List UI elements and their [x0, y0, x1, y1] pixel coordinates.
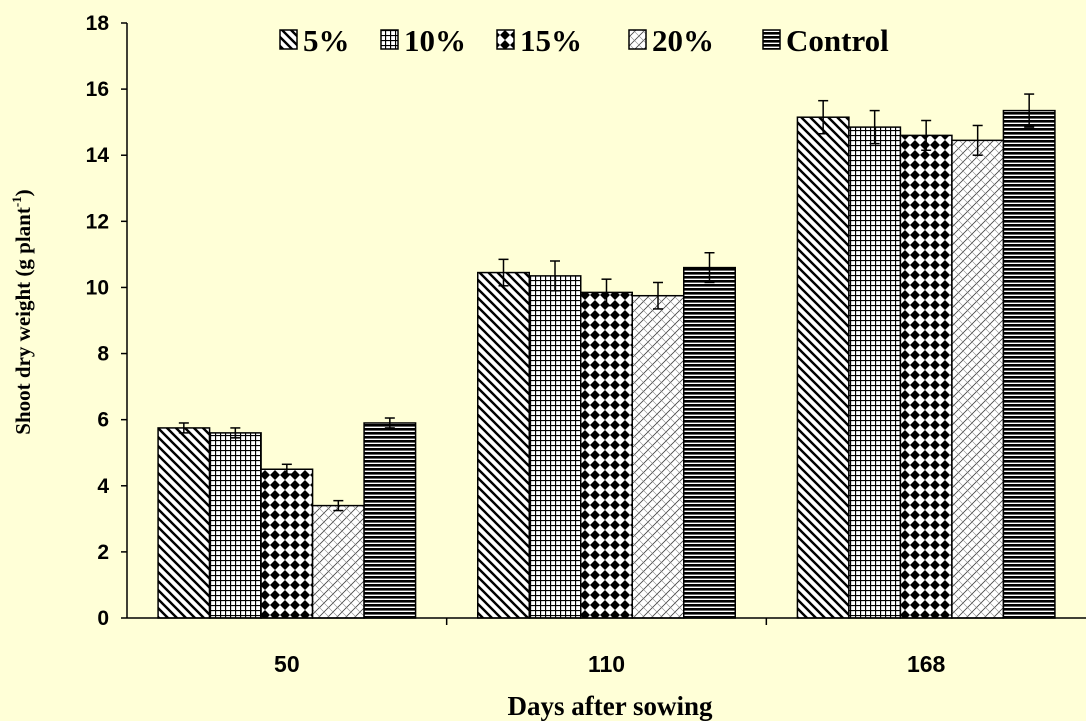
bar-20pct-50: [311, 504, 365, 619]
y-tick-label: 0: [97, 607, 109, 630]
legend-swatch-15pct: [496, 29, 515, 50]
x-axis-title: Days after sowing: [508, 691, 713, 721]
x-category-label: 110: [588, 651, 625, 677]
bar-20pct-168: [951, 139, 1005, 619]
y-tick-label: 10: [86, 276, 109, 299]
bar-10pct-168: [848, 126, 902, 619]
x-axis: 50 110 168: [127, 617, 1086, 677]
bar-15pct-168: [899, 134, 953, 619]
bar-10pct-110: [528, 275, 582, 619]
y-tick-label: 2: [97, 541, 109, 564]
bar-15pct-110: [580, 291, 633, 619]
bar-5pct-168: [796, 116, 850, 619]
bar-20pct-110: [631, 294, 685, 619]
legend-swatch-control: [762, 29, 781, 50]
legend: 5% 10% 15% 20% Control: [279, 23, 889, 58]
bar-5pct-50: [157, 427, 211, 619]
legend-label: 10%: [404, 23, 466, 58]
y-axis-title: Shoot dry weight (g plant-1): [9, 189, 35, 434]
bar-control-168: [1002, 109, 1056, 619]
y-tick-label: 14: [86, 144, 110, 167]
y-axis: 0 2 4 6 8 10 12 14 16 18: [86, 12, 128, 630]
x-category-label: 50: [274, 651, 300, 677]
legend-swatch-10pct: [380, 29, 399, 50]
legend-label: 20%: [652, 23, 714, 58]
legend-swatch-5pct: [279, 29, 298, 50]
bar-control-50: [363, 422, 417, 619]
y-axis-title-main: Shoot dry weight (g plant: [11, 207, 35, 435]
y-tick-label: 18: [86, 12, 110, 35]
legend-label: 15%: [520, 23, 582, 58]
bar-5pct-110: [477, 271, 530, 619]
y-axis-title-close: ): [11, 189, 35, 196]
x-category-label: 168: [907, 651, 946, 677]
legend-label: 5%: [303, 23, 350, 58]
y-tick-label: 12: [86, 210, 109, 233]
y-tick-label: 6: [97, 409, 109, 432]
legend-label: Control: [786, 23, 889, 58]
y-axis-title-superscript: -1: [9, 196, 24, 207]
y-tick-label: 8: [97, 343, 109, 366]
plot-area: [157, 93, 1056, 619]
y-tick-label: 4: [97, 475, 109, 498]
y-tick-label: 16: [86, 78, 109, 101]
bar-control-110: [683, 266, 736, 619]
legend-swatch-20pct: [628, 29, 647, 50]
bar-10pct-50: [208, 432, 262, 619]
bar-15pct-50: [260, 468, 314, 619]
